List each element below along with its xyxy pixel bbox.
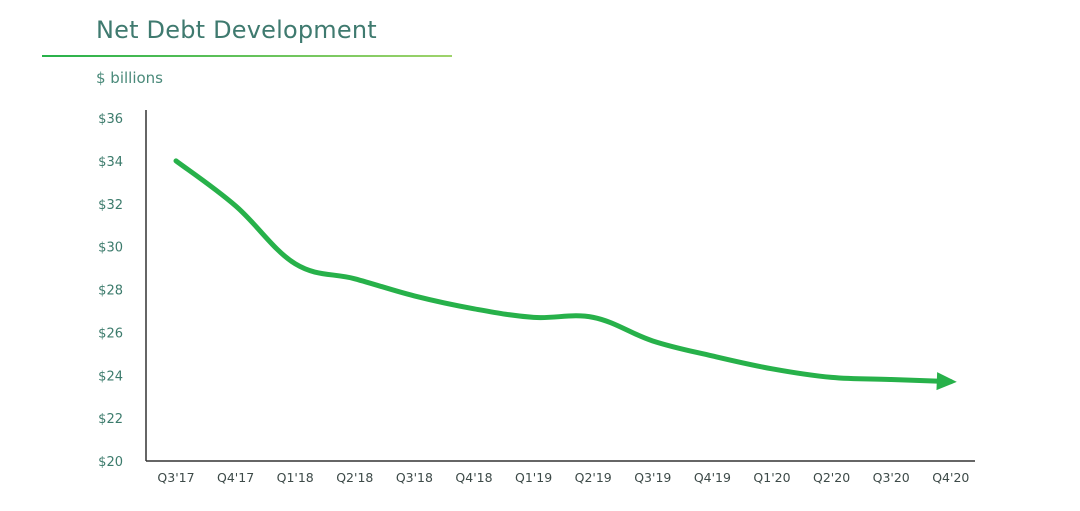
y-tick-label: $36: [98, 112, 123, 127]
x-axis: Q3'17 Q4'17 Q1'18 Q2'18 Q3'18 Q4'18 Q1'19 Q2'19…: [146, 460, 975, 485]
x-tick-label: Q1'18: [277, 470, 314, 485]
data-point: [531, 315, 536, 320]
x-tick-label: Q4'17: [217, 470, 254, 485]
x-tick-label: Q3'17: [157, 470, 194, 485]
data-point: [770, 366, 775, 371]
x-tick-label: Q3'20: [873, 470, 910, 485]
x-tick-label: Q2'18: [336, 470, 373, 485]
x-tick-label: Q1'20: [753, 470, 790, 485]
y-tick-label: $34: [98, 155, 123, 170]
chart-title: Net Debt Development: [96, 16, 377, 44]
data-point: [233, 203, 238, 208]
data-point: [650, 338, 655, 343]
x-tick-label: Q4'19: [694, 470, 731, 485]
data-point: [889, 377, 894, 382]
y-tick-label: $28: [98, 284, 123, 299]
x-tick-label: Q4'20: [932, 470, 969, 485]
data-point: [710, 353, 715, 358]
data-point: [472, 306, 477, 311]
y-tick-label: $20: [98, 455, 123, 470]
y-tick-label: $24: [98, 369, 123, 384]
data-point: [591, 315, 596, 320]
title-underline: [42, 55, 452, 57]
net-debt-series-line: [173, 158, 954, 385]
data-point: [174, 158, 179, 163]
x-tick-label: Q3'18: [396, 470, 433, 485]
y-axis: $36 $34 $32 $30 $28 $26 $24 $22 $20: [98, 110, 147, 470]
data-point: [293, 261, 298, 266]
y-tick-label: $32: [98, 198, 123, 213]
x-tick-label: Q4'18: [455, 470, 492, 485]
y-tick-label: $30: [98, 241, 123, 256]
data-point: [352, 276, 357, 281]
y-tick-label: $22: [98, 412, 123, 427]
data-point: [412, 293, 417, 298]
arrow-head-icon: [936, 372, 957, 391]
x-tick-label: Q2'19: [575, 470, 612, 485]
x-tick-label: Q2'20: [813, 470, 850, 485]
x-tick-label: Q1'19: [515, 470, 552, 485]
x-tick-label: Q3'19: [634, 470, 671, 485]
chart-subtitle-units: $ billions: [96, 69, 164, 87]
data-point: [829, 375, 834, 380]
y-tick-label: $26: [98, 326, 123, 341]
series-group: [173, 158, 957, 391]
